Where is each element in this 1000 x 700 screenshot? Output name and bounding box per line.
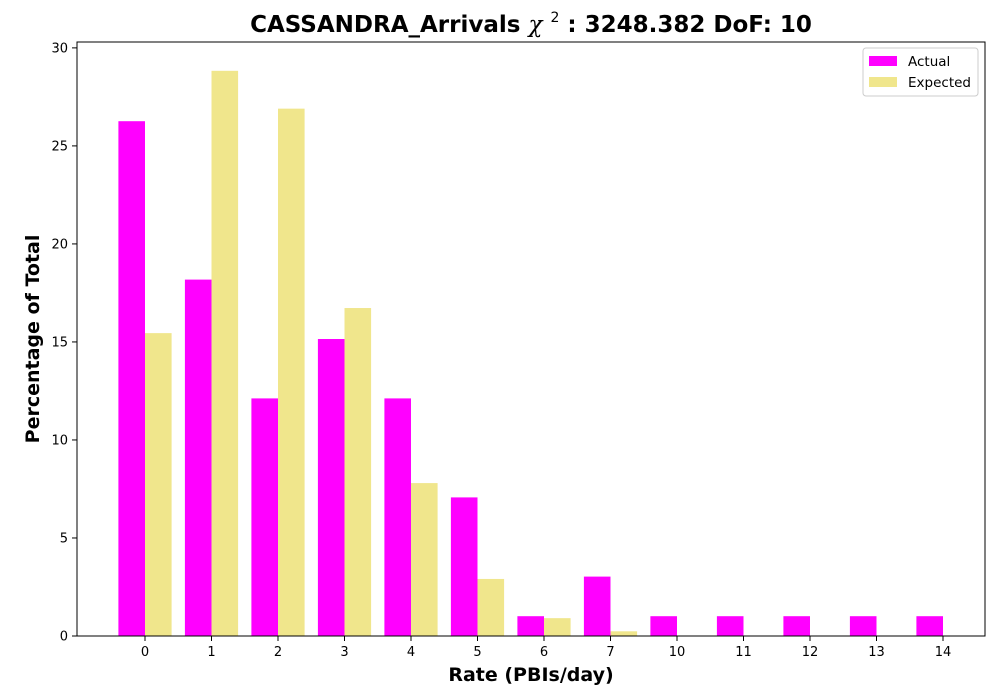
bar-actual-3 (317, 339, 345, 636)
y-tick-label: 0 (60, 630, 68, 645)
x-tick-label: 0 (141, 645, 149, 660)
bar-actual-0 (118, 121, 145, 636)
x-tick-label: 13 (868, 645, 885, 660)
chart-title: CASSANDRA_Arrivals χ 2 : 3248.382 DoF: 1… (250, 2, 812, 38)
bar-expected-6 (544, 618, 571, 636)
bar-expected-0 (145, 333, 172, 636)
plot-frame (76, 41, 986, 637)
x-tick-label: 4 (407, 645, 415, 660)
x-ticks-group: 0 1 2 3 4 5 6 7 10 11 12 13 14 (141, 636, 951, 660)
bar-actual-5 (450, 497, 478, 636)
bar-actual-14 (916, 616, 943, 636)
bar-actual-1 (184, 279, 212, 636)
legend-label-expected: Expected (908, 75, 971, 91)
legend-swatch-expected (869, 77, 897, 87)
x-tick-label: 10 (669, 645, 686, 660)
bar-actual-11 (716, 616, 744, 636)
y-tick-label: 30 (51, 41, 68, 56)
chart-title-stat-symbol: χ (526, 12, 544, 38)
bar-expected-5 (477, 578, 505, 636)
x-axis-label: Rate (PBIs/day) (448, 664, 613, 686)
bar-actual-10 (650, 616, 677, 636)
y-tick-label: 10 (51, 433, 68, 448)
x-tick-label: 14 (935, 645, 952, 660)
bar-actual-7 (583, 576, 611, 636)
chart-title-stat-rest: : 3248.382 DoF: 10 (567, 12, 812, 38)
y-tick-label: 15 (51, 335, 68, 350)
chart-title-main: CASSANDRA_Arrivals (250, 12, 520, 38)
bars-group (118, 70, 943, 636)
bar-actual-12 (783, 616, 810, 636)
x-tick-label: 1 (207, 645, 215, 660)
y-tick-label: 20 (51, 237, 68, 252)
bar-actual-6 (517, 616, 544, 636)
x-tick-label: 11 (735, 645, 752, 660)
legend-swatch-actual (869, 56, 897, 66)
x-tick-label: 3 (340, 645, 348, 660)
chart-title-stat-superscript: 2 (550, 10, 559, 26)
x-tick-label: 12 (802, 645, 819, 660)
x-tick-label: 6 (540, 645, 548, 660)
bar-expected-7 (610, 631, 638, 636)
x-tick-label: 5 (473, 645, 481, 660)
y-axis-label: Percentage of Total (22, 235, 44, 444)
bar-expected-4 (411, 483, 438, 636)
x-tick-label: 2 (274, 645, 282, 660)
y-tick-label: 25 (51, 139, 68, 154)
bar-expected-1 (211, 70, 239, 636)
bar-actual-2 (251, 398, 278, 636)
y-tick-label: 5 (60, 531, 68, 546)
x-tick-label: 7 (606, 645, 614, 660)
bar-expected-3 (344, 308, 372, 636)
bar-expected-2 (278, 108, 305, 636)
legend: Actual Expected (862, 47, 979, 97)
legend-label-actual: Actual (908, 54, 950, 70)
y-ticks-group: 0 5 10 15 20 25 30 (51, 41, 77, 645)
bar-actual-4 (384, 398, 411, 636)
bar-actual-13 (849, 616, 877, 636)
